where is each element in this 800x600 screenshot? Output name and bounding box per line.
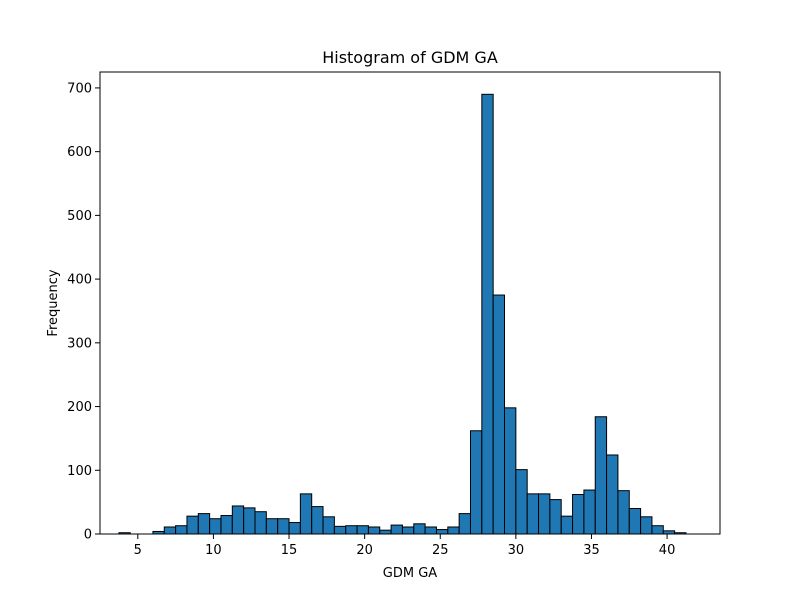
histogram-bar xyxy=(210,519,221,534)
histogram-bar xyxy=(300,494,311,534)
histogram-bar xyxy=(425,527,436,534)
histogram-bar xyxy=(334,526,345,534)
histogram-bar xyxy=(584,490,595,534)
histogram-bar xyxy=(346,526,357,534)
histogram-bar xyxy=(255,512,266,534)
histogram-bar xyxy=(539,494,550,534)
x-axis-label: GDM GA xyxy=(383,566,438,581)
y-tick-label: 500 xyxy=(67,209,92,224)
histogram-bar xyxy=(607,455,618,534)
histogram-bar xyxy=(380,530,391,534)
histogram-bar xyxy=(550,500,561,534)
histogram-bar xyxy=(561,516,572,534)
histogram-bar xyxy=(470,431,481,534)
histogram-bar xyxy=(312,507,323,534)
y-tick-label: 600 xyxy=(67,145,92,160)
x-tick-label: 15 xyxy=(281,543,298,558)
histogram-bar xyxy=(323,517,334,534)
histogram-bar xyxy=(641,517,652,534)
x-tick-label: 30 xyxy=(508,543,525,558)
histogram-bar xyxy=(391,525,402,534)
histogram-bar xyxy=(198,514,209,534)
histogram-bar xyxy=(436,530,447,534)
histogram-bar xyxy=(448,527,459,534)
chart-title: Histogram of GDM GA xyxy=(322,48,498,67)
histogram-bar xyxy=(459,514,470,534)
histogram-bar xyxy=(505,408,516,534)
histogram-bar xyxy=(516,470,527,534)
x-tick-label: 25 xyxy=(432,543,449,558)
histogram-bar xyxy=(266,519,277,534)
histogram-bar xyxy=(402,527,413,534)
histogram-bar xyxy=(414,524,425,534)
y-axis-label: Frequency xyxy=(46,269,61,336)
histogram-bar xyxy=(493,295,504,534)
y-tick-label: 0 xyxy=(84,528,92,543)
histogram-bar xyxy=(244,508,255,534)
x-tick-label: 20 xyxy=(356,543,373,558)
y-tick-label: 700 xyxy=(67,81,92,96)
histogram-bar xyxy=(176,526,187,534)
x-tick-label: 35 xyxy=(583,543,600,558)
y-tick-label: 200 xyxy=(67,400,92,415)
y-tick-label: 400 xyxy=(67,273,92,288)
histogram-bar xyxy=(629,509,640,534)
histogram-bar xyxy=(289,523,300,534)
histogram-bar xyxy=(357,526,368,534)
histogram-bar xyxy=(278,519,289,534)
histogram-bar xyxy=(618,491,629,534)
histogram-bar xyxy=(164,527,175,534)
histogram-bar xyxy=(652,526,663,534)
histogram-bar xyxy=(221,516,232,534)
histogram-bar xyxy=(573,494,584,534)
y-tick-label: 300 xyxy=(67,336,92,351)
y-tick-label: 100 xyxy=(67,464,92,479)
x-tick-label: 5 xyxy=(134,543,142,558)
histogram-bar xyxy=(232,506,243,534)
histogram-bar xyxy=(187,516,198,534)
x-tick-label: 40 xyxy=(659,543,676,558)
x-tick-label: 10 xyxy=(205,543,222,558)
histogram-bar xyxy=(527,494,538,534)
histogram-bar xyxy=(368,527,379,534)
histogram-bar xyxy=(482,94,493,534)
histogram-bar xyxy=(595,417,606,534)
